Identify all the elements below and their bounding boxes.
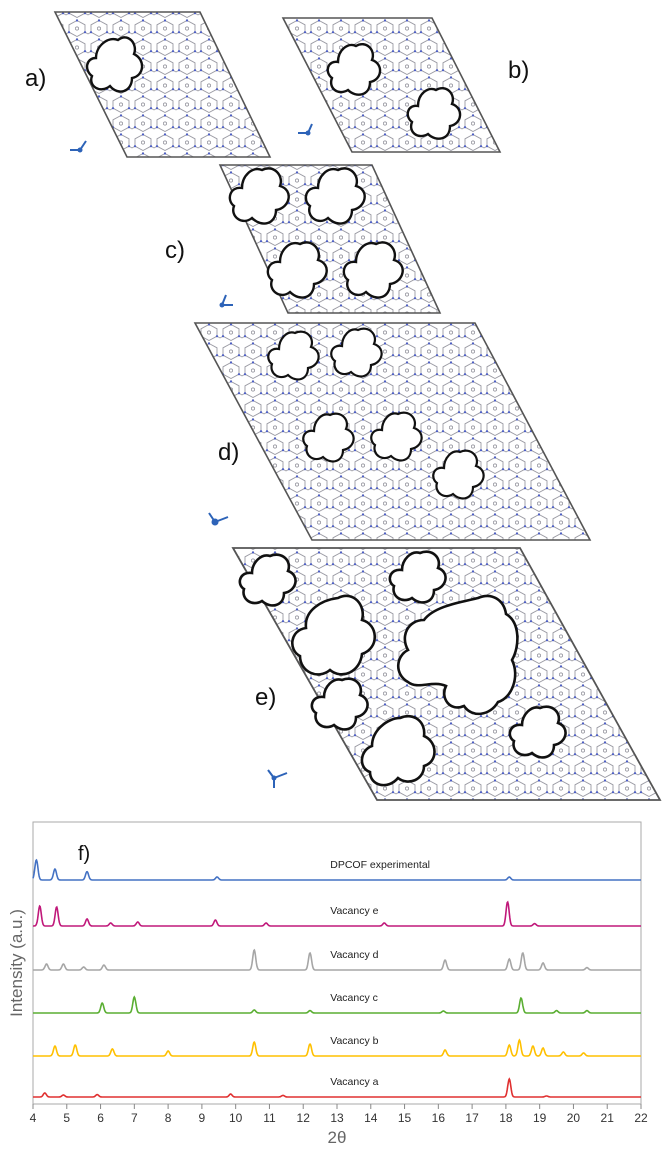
y-axis-title: Intensity (a.u.)	[7, 909, 26, 1017]
vacancy-pore	[432, 449, 485, 500]
x-tick-label: 7	[131, 1111, 138, 1125]
x-tick-label: 19	[533, 1111, 547, 1125]
series-line	[33, 948, 641, 971]
x-tick-label: 12	[297, 1111, 311, 1125]
vacancy-pore	[228, 167, 290, 225]
x-tick-label: 21	[601, 1111, 615, 1125]
series-line	[33, 995, 641, 1014]
panel-label-b: b)	[508, 57, 529, 84]
panel-b: b)	[281, 17, 529, 153]
axes-triad-icon	[70, 140, 87, 153]
vacancy-pore	[266, 241, 328, 299]
series-label: Vacancy e	[330, 905, 378, 917]
panel-a: a)	[25, 11, 272, 158]
x-tick-label: 5	[63, 1111, 70, 1125]
series-label: Vacancy c	[330, 992, 378, 1004]
x-tick-label: 13	[330, 1111, 344, 1125]
x-tick-label: 9	[199, 1111, 206, 1125]
axes-triad-icon	[208, 512, 229, 526]
plot-frame	[32, 821, 642, 1105]
vacancy-pore	[396, 594, 519, 716]
x-tick-label: 15	[398, 1111, 412, 1125]
series-label: Vacancy b	[330, 1035, 378, 1047]
panel-e: e)	[231, 547, 662, 801]
x-tick-label: 11	[263, 1111, 276, 1125]
vacancy-pore	[360, 715, 436, 787]
x-tick-label: 10	[229, 1111, 243, 1125]
vacancy-pore	[406, 87, 462, 140]
xrd-chart: f) DPCOF experimental Vacancy e Vacancy d V…	[7, 821, 648, 1147]
vacancy-pore	[310, 677, 369, 731]
vacancy-pore	[342, 241, 404, 299]
vacancy-pore	[267, 330, 320, 381]
panel-label-c: c)	[165, 237, 185, 264]
vacancy-pore	[388, 550, 447, 604]
panel-label-d: d)	[218, 439, 239, 466]
panel-label-e: e)	[255, 684, 276, 711]
series-line	[33, 900, 641, 927]
vacancy-pore	[508, 705, 567, 759]
vacancy-pore	[304, 167, 366, 225]
x-tick-label: 8	[165, 1111, 172, 1125]
series-line	[32, 858, 641, 881]
vacancy-pore	[85, 36, 144, 93]
x-tick-label: 17	[465, 1111, 479, 1125]
series-label: DPCOF experimental	[330, 859, 430, 871]
series-label: Vacancy a	[330, 1076, 378, 1088]
panel-d: d)	[193, 322, 592, 541]
panel-label-a: a)	[25, 65, 46, 92]
unit-cell-a	[53, 11, 272, 158]
x-tick-label: 16	[432, 1111, 446, 1125]
axes-triad-icon	[219, 294, 233, 308]
vacancy-pore	[330, 327, 383, 378]
axes-triad-icon	[267, 769, 288, 788]
x-tick-label: 4	[30, 1111, 37, 1125]
series-line	[33, 1038, 641, 1057]
panel-c: c)	[165, 164, 442, 314]
axes-triad-icon	[298, 123, 313, 136]
unit-cell-b	[281, 17, 502, 153]
vacancy-pore	[291, 594, 377, 676]
series-label: Vacancy d	[330, 949, 378, 961]
series-layer: DPCOF experimental Vacancy e Vacancy d Vaca…	[32, 858, 641, 1098]
x-tick-label: 6	[97, 1111, 104, 1125]
x-axis-ticks: 4 5 6 7 8 9 10 11 12 13 14 15 16 17 18 19 20 21 22	[30, 1104, 648, 1125]
vacancy-pore	[302, 412, 355, 463]
x-tick-label: 20	[567, 1111, 581, 1125]
vacancy-pore	[238, 553, 297, 607]
panel-label-f: f)	[78, 843, 90, 865]
x-tick-label: 14	[364, 1111, 378, 1125]
vacancy-pore	[370, 411, 423, 462]
x-axis-title: 2θ	[328, 1128, 347, 1147]
x-tick-label: 22	[634, 1111, 648, 1125]
series-line	[33, 1077, 641, 1098]
x-tick-label: 18	[499, 1111, 513, 1125]
vacancy-pore	[326, 43, 382, 96]
